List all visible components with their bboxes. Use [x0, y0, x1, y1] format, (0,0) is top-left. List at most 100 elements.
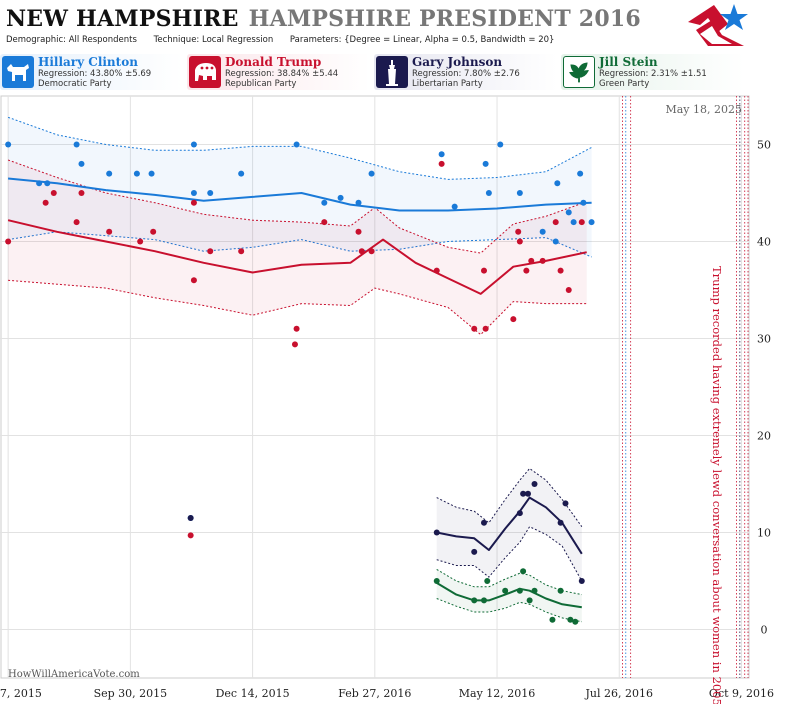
poll-point[interactable] — [557, 587, 564, 594]
poll-point[interactable] — [190, 190, 197, 196]
poll-point[interactable] — [528, 257, 535, 264]
poll-point[interactable] — [150, 228, 157, 235]
poll-point[interactable] — [50, 190, 57, 196]
poll-point[interactable] — [484, 578, 491, 584]
poll-point[interactable] — [577, 170, 584, 177]
poll-point[interactable] — [515, 228, 522, 235]
poll-point[interactable] — [190, 141, 197, 148]
poll-point[interactable] — [291, 341, 298, 348]
poll-point[interactable] — [554, 180, 561, 187]
poll-point[interactable] — [433, 529, 440, 536]
poll-point[interactable] — [187, 514, 194, 521]
poll-point[interactable] — [516, 510, 523, 517]
poll-point[interactable] — [207, 190, 214, 196]
poll-point[interactable] — [562, 500, 569, 507]
legend-item-johnson[interactable]: Gary Johnson Regression: 7.80% ±2.76 Lib… — [374, 54, 557, 90]
poll-point[interactable] — [520, 490, 527, 497]
poll-point[interactable] — [187, 532, 194, 539]
poll-point[interactable] — [78, 190, 85, 196]
poll-point[interactable] — [238, 248, 245, 255]
poll-point[interactable] — [516, 587, 523, 594]
poll-point[interactable] — [293, 325, 300, 332]
poll-point[interactable] — [557, 519, 564, 526]
poll-point[interactable] — [567, 616, 574, 623]
legend-name: Donald Trump — [225, 55, 322, 69]
poll-point[interactable] — [481, 519, 487, 526]
poll-point[interactable] — [539, 257, 546, 264]
poll-point[interactable] — [433, 578, 440, 584]
poll-point[interactable] — [572, 618, 579, 625]
poll-point[interactable] — [148, 170, 155, 177]
state-name: NEW HAMPSHIRE — [6, 6, 239, 32]
poll-point[interactable] — [570, 219, 577, 226]
poll-point[interactable] — [580, 199, 587, 206]
poll-point[interactable] — [358, 248, 365, 255]
poll-point[interactable] — [433, 267, 440, 274]
poll-point[interactable] — [355, 228, 362, 235]
poll-point[interactable] — [531, 587, 538, 594]
poll-point[interactable] — [471, 325, 478, 332]
poll-point[interactable] — [516, 190, 523, 196]
poll-point[interactable] — [133, 170, 140, 177]
poll-point[interactable] — [481, 267, 487, 274]
poll-point[interactable] — [321, 199, 328, 206]
poll-point[interactable] — [190, 199, 197, 206]
y-tick-label: 50 — [757, 139, 771, 152]
poll-point[interactable] — [531, 481, 538, 487]
poll-point[interactable] — [497, 141, 504, 148]
trend-line — [436, 582, 582, 609]
poll-point[interactable] — [5, 141, 12, 148]
poll-point[interactable] — [321, 219, 328, 226]
poll-point[interactable] — [368, 170, 375, 177]
x-tick-label: May 12, 2016 — [459, 687, 536, 700]
legend-item-clinton[interactable]: Hillary Clinton Regression: 43.80% ±5.69… — [0, 54, 183, 90]
poll-point[interactable] — [526, 597, 533, 604]
poll-point[interactable] — [525, 490, 531, 497]
poll-point[interactable] — [78, 160, 85, 167]
poll-point[interactable] — [552, 238, 559, 245]
poll-point[interactable] — [293, 141, 300, 148]
legend-item-trump[interactable]: Donald Trump Regression: 38.84% ±5.44 Re… — [187, 54, 370, 90]
poll-point[interactable] — [190, 277, 197, 284]
poll-point[interactable] — [516, 238, 523, 245]
poll-point[interactable] — [578, 578, 585, 584]
poll-point[interactable] — [481, 597, 487, 604]
poll-point[interactable] — [337, 194, 344, 201]
poll-point[interactable] — [471, 548, 478, 555]
upper-bound-line — [436, 568, 582, 596]
poll-point[interactable] — [238, 170, 245, 177]
poll-point[interactable] — [106, 228, 113, 235]
poll-point[interactable] — [5, 238, 12, 245]
poll-point[interactable] — [485, 190, 492, 196]
poll-point[interactable] — [36, 180, 43, 187]
poll-point[interactable] — [42, 199, 49, 206]
poll-point[interactable] — [565, 209, 572, 216]
poll-point[interactable] — [482, 160, 489, 167]
poll-point[interactable] — [44, 180, 51, 187]
poll-point[interactable] — [438, 151, 445, 158]
poll-point[interactable] — [471, 597, 478, 604]
poll-point[interactable] — [438, 160, 445, 167]
poll-point[interactable] — [106, 170, 113, 177]
legend-regression: Regression: 38.84% ±5.44 — [225, 69, 339, 79]
legend-item-stein[interactable]: Jill Stein Regression: 2.31% ±1.51 Green… — [561, 54, 744, 90]
poll-point[interactable] — [368, 248, 375, 255]
poll-point[interactable] — [578, 219, 585, 226]
poll-point[interactable] — [355, 199, 362, 206]
poll-point[interactable] — [451, 203, 458, 210]
poll-point[interactable] — [549, 616, 556, 623]
poll-point[interactable] — [552, 219, 559, 226]
poll-point[interactable] — [523, 267, 530, 274]
poll-point[interactable] — [557, 267, 564, 274]
poll-point[interactable] — [520, 568, 527, 575]
poll-point[interactable] — [207, 248, 214, 255]
poll-point[interactable] — [565, 287, 572, 293]
poll-point[interactable] — [510, 316, 517, 323]
poll-point[interactable] — [502, 587, 509, 594]
poll-point[interactable] — [73, 219, 80, 226]
poll-point[interactable] — [137, 238, 144, 245]
poll-point[interactable] — [539, 228, 546, 235]
poll-point[interactable] — [73, 141, 80, 148]
poll-point[interactable] — [588, 219, 595, 226]
poll-point[interactable] — [482, 325, 489, 332]
